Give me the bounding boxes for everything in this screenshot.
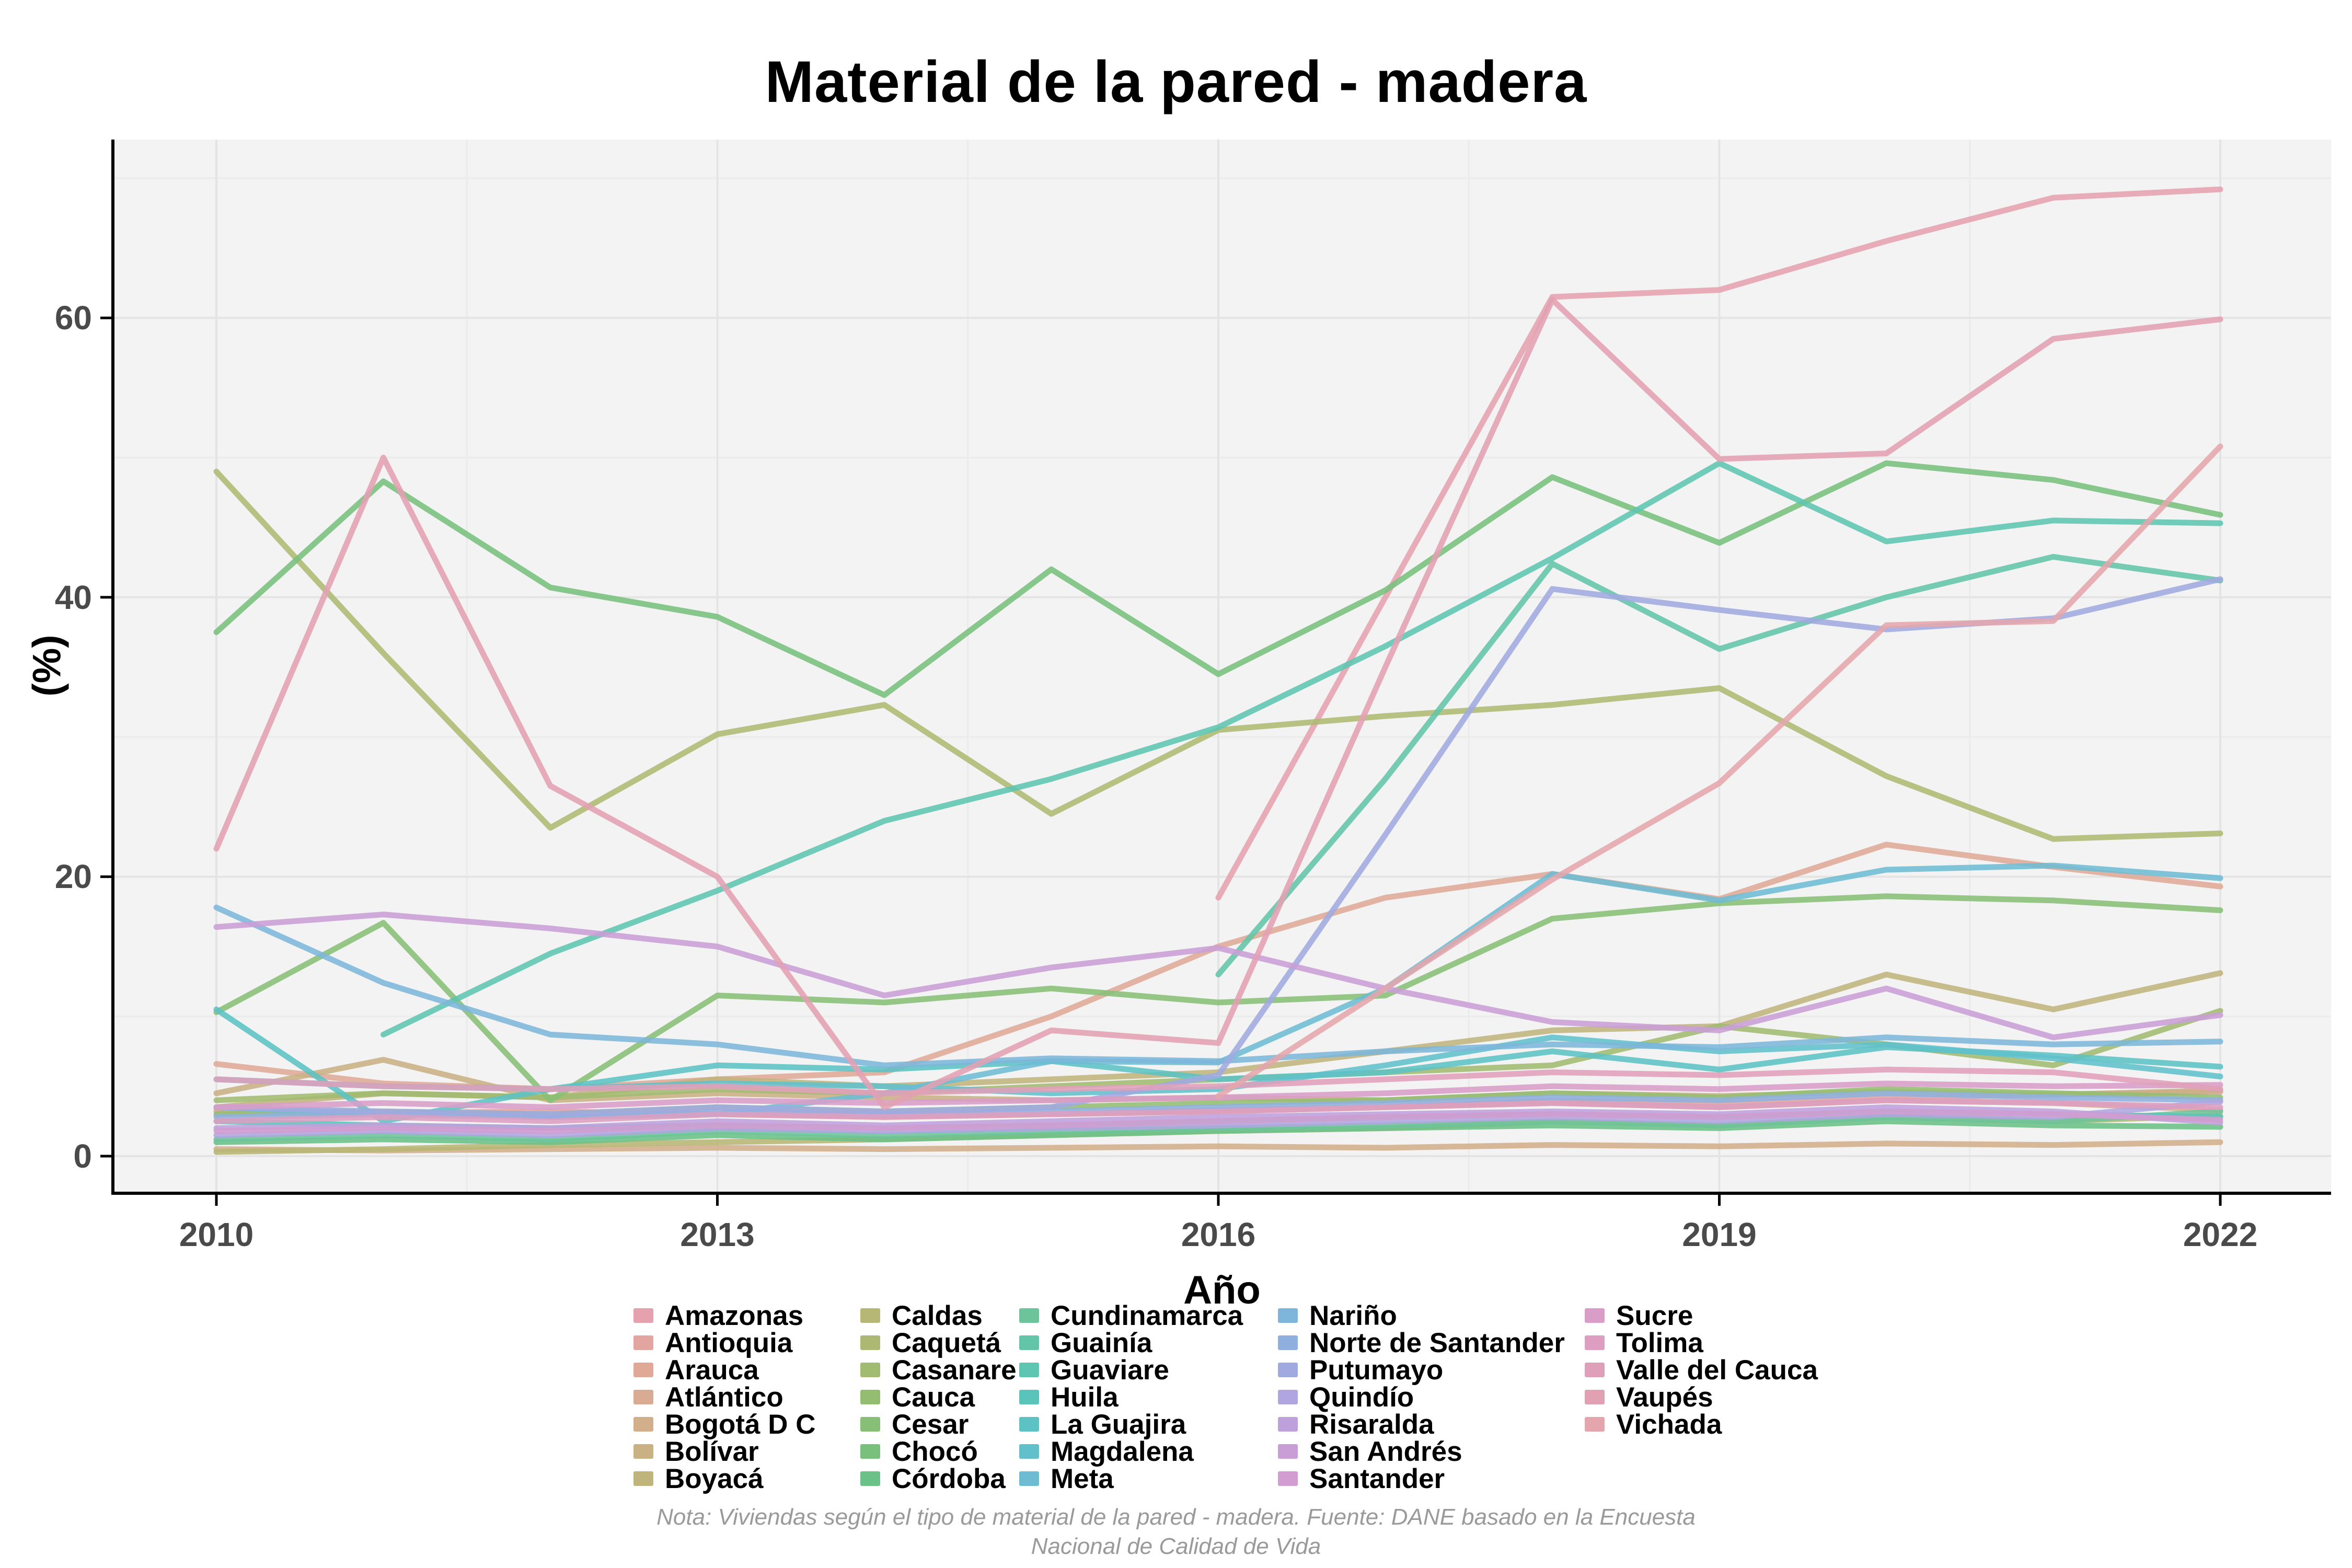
legend-label: Huila: [1051, 1382, 1119, 1413]
legend-swatch-icon: [1585, 1363, 1605, 1377]
line-series: [213, 297, 2223, 1110]
legend-label: Vichada: [1616, 1409, 1722, 1440]
y-axis-tick-label: 40: [54, 578, 92, 616]
legend-label: Guaviare: [1051, 1355, 1169, 1386]
y-axis-tick-label: 20: [54, 858, 92, 896]
legend-label: Cesar: [892, 1409, 969, 1440]
caption-line-1: Nota: Viviendas según el tipo de materia…: [656, 1504, 1696, 1530]
legend-label: La Guajira: [1051, 1409, 1186, 1440]
legend-swatch-icon: [860, 1444, 880, 1459]
legend-swatch-icon: [1585, 1335, 1605, 1350]
line-series: [213, 1139, 2223, 1154]
legend-label: Norte de Santander: [1309, 1328, 1565, 1358]
legend-swatch-icon: [1278, 1308, 1298, 1323]
legend-label: Casanare: [892, 1355, 1017, 1386]
legend-swatch-icon: [1019, 1444, 1039, 1459]
legend-label: Tolima: [1616, 1328, 1703, 1358]
legend-swatch-icon: [860, 1335, 880, 1350]
line-series: [1215, 554, 2223, 977]
legend-swatch-icon: [1019, 1335, 1039, 1350]
legend-swatch-icon: [860, 1390, 880, 1404]
legend-label: Arauca: [665, 1355, 759, 1386]
line-series: [213, 1066, 2223, 1097]
legend-label: Amazonas: [665, 1300, 804, 1331]
legend-swatch-icon: [633, 1335, 653, 1350]
legend-label: Atlántico: [665, 1382, 783, 1413]
legend-label: Magdalena: [1051, 1436, 1194, 1467]
legend-label: Chocó: [892, 1436, 978, 1467]
x-axis-tick-label: 2019: [1682, 1216, 1757, 1253]
legend-swatch-icon: [633, 1471, 653, 1486]
legend-swatch-icon: [860, 1471, 880, 1486]
legend-swatch-icon: [1019, 1308, 1039, 1323]
legend-label: Santander: [1309, 1463, 1445, 1494]
legend-swatch-icon: [1278, 1363, 1298, 1377]
legend-swatch-icon: [633, 1390, 653, 1404]
x-axis-tick-label: 2022: [2183, 1216, 2258, 1253]
legend-swatch-icon: [860, 1417, 880, 1432]
legend-label: Sucre: [1616, 1300, 1693, 1331]
legend-label: Córdoba: [892, 1463, 1006, 1494]
legend-swatch-icon: [860, 1308, 880, 1323]
legend-label: Putumayo: [1309, 1355, 1444, 1386]
line-series: [213, 904, 2223, 1068]
legend-swatch-icon: [633, 1363, 653, 1377]
legend-swatch-icon: [1019, 1417, 1039, 1432]
legend-label: Bogotá D C: [665, 1409, 816, 1440]
legend-swatch-icon: [1278, 1471, 1298, 1486]
legend-swatch-icon: [1278, 1444, 1298, 1459]
x-axis-title: Año: [1183, 1268, 1261, 1312]
y-axis-tick-label: 0: [73, 1137, 92, 1175]
legend-label: Cauca: [892, 1382, 975, 1413]
line-series: [213, 1097, 2223, 1124]
legend-label: Nariño: [1309, 1300, 1397, 1331]
x-axis-tick-label: 2013: [680, 1216, 755, 1253]
line-series: [213, 912, 2223, 1041]
legend-swatch-icon: [1278, 1335, 1298, 1350]
line-series: [1215, 443, 2223, 1099]
line-series: [213, 460, 2223, 698]
legend-label: Guainía: [1051, 1328, 1152, 1358]
legend-swatch-icon: [633, 1308, 653, 1323]
legend-swatch-icon: [1585, 1308, 1605, 1323]
legend-swatch-icon: [1019, 1363, 1039, 1377]
legend-swatch-icon: [860, 1363, 880, 1377]
legend-label: Cundinamarca: [1051, 1300, 1243, 1331]
line-series: [381, 460, 2223, 1037]
caption-line-2: Nacional de Calidad de Vida: [1031, 1534, 1321, 1559]
legend-label: Bolívar: [665, 1436, 759, 1467]
legend-label: Antioquia: [665, 1328, 793, 1358]
legend-swatch-icon: [1278, 1417, 1298, 1432]
x-axis-tick-label: 2016: [1181, 1216, 1256, 1253]
chart-title: Material de la pared - madera: [765, 49, 1587, 114]
legend-label: Caquetá: [892, 1328, 1001, 1358]
line-series: [213, 1109, 2223, 1134]
legend-label: Caldas: [892, 1300, 983, 1331]
line-series: [1215, 186, 2223, 901]
x-axis-tick-label: 2010: [179, 1216, 254, 1253]
legend-label: Boyacá: [665, 1463, 764, 1494]
legend-swatch-icon: [1019, 1471, 1039, 1486]
plot-panel: [113, 140, 2331, 1193]
y-axis-tick-label: 60: [54, 299, 92, 337]
legend-swatch-icon: [1019, 1390, 1039, 1404]
line-series: [213, 576, 2223, 1117]
legend-label: Quindío: [1309, 1382, 1414, 1413]
legend-swatch-icon: [633, 1417, 653, 1432]
legend-swatch-icon: [1585, 1417, 1605, 1432]
legend-label: Vaupés: [1616, 1382, 1713, 1413]
y-axis-title: (%): [25, 635, 70, 697]
legend-label: San Andrés: [1309, 1436, 1462, 1467]
legend-swatch-icon: [633, 1444, 653, 1459]
legend-swatch-icon: [1278, 1390, 1298, 1404]
line-series: [213, 893, 2223, 1103]
legend-swatch-icon: [1585, 1390, 1605, 1404]
legend-label: Meta: [1051, 1463, 1114, 1494]
legend-label: Risaralda: [1309, 1409, 1434, 1440]
legend-label: Valle del Cauca: [1616, 1355, 1818, 1386]
